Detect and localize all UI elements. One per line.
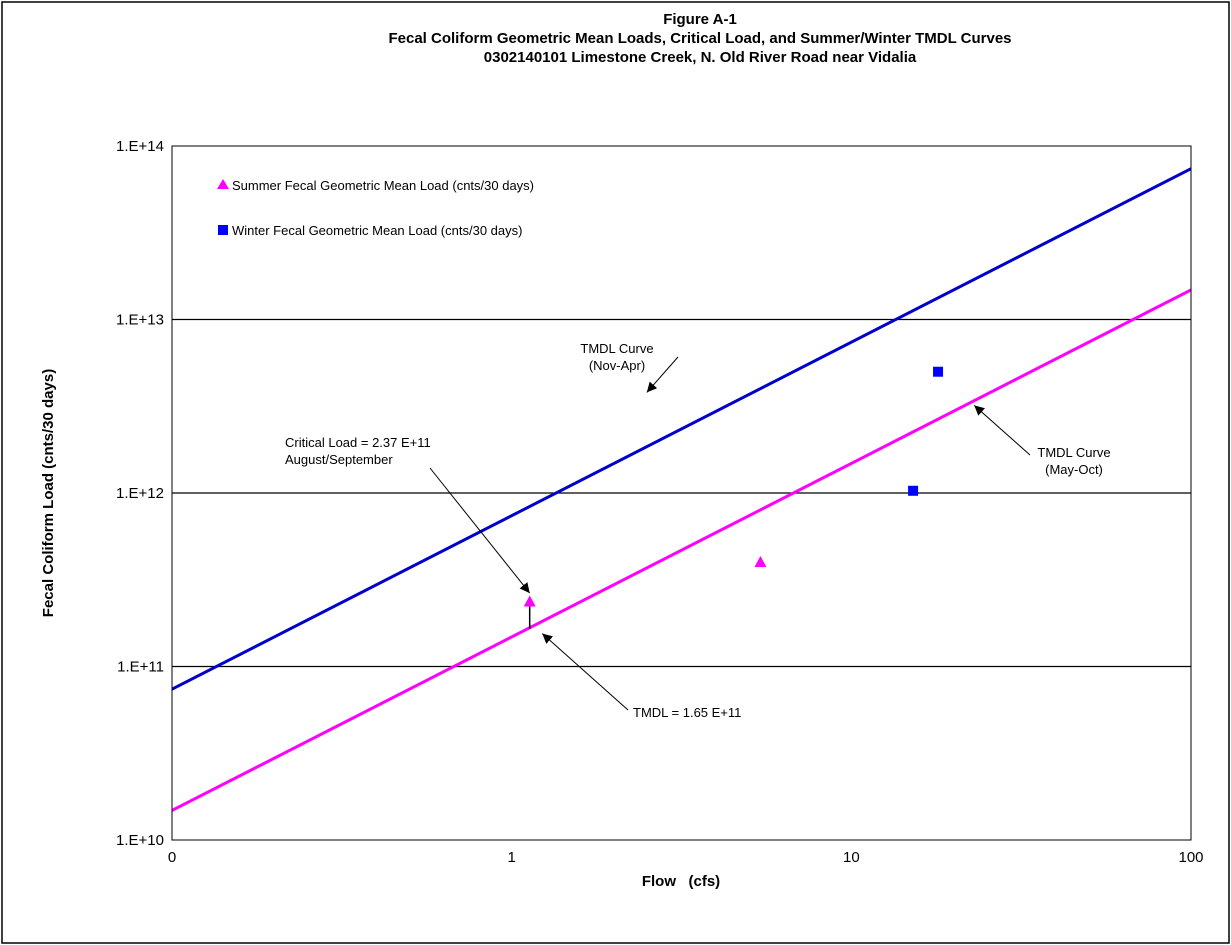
chart-title: Figure A-1 Fecal Coliform Geometric Mean… <box>388 11 1011 66</box>
legend-winter-label: Winter Fecal Geometric Mean Load (cnts/3… <box>232 223 522 238</box>
plot-area <box>172 167 1191 812</box>
y-tick-label: 1.E+13 <box>116 312 164 329</box>
tmdl-curve-may-oct <box>172 288 1191 812</box>
title-line-1: Figure A-1 <box>663 11 737 28</box>
summer-data-point <box>754 556 767 568</box>
annotation-critical-arrow <box>429 467 531 594</box>
x-tick-label: 0 <box>168 849 176 866</box>
annotation-may-oct-line-1: TMDL Curve <box>1037 445 1110 460</box>
x-tick-label: 100 <box>1178 849 1203 866</box>
y-tick-label: 1.E+10 <box>116 832 164 849</box>
legend-summer-label: Summer Fecal Geometric Mean Load (cnts/3… <box>232 178 534 193</box>
legend: Summer Fecal Geometric Mean Load (cnts/3… <box>217 178 534 238</box>
legend-winter-marker <box>218 225 228 235</box>
y-tick-label: 1.E+12 <box>116 485 164 502</box>
y-tick-label: 1.E+11 <box>117 659 164 676</box>
x-tick-label: 10 <box>843 849 860 866</box>
y-axis-title: Fecal Coliform Load (cnts/30 days) <box>40 369 57 617</box>
annotation-tmdl-arrow <box>541 633 629 711</box>
annotation-tmdl-label: TMDL = 1.65 E+11 <box>633 705 741 720</box>
plot-border <box>171 145 1192 841</box>
x-axis-title: Flow (cfs) <box>642 873 720 890</box>
gridlines <box>172 318 1191 668</box>
annotation-critical-line-2: August/September <box>285 452 393 467</box>
x-tick-label: 1 <box>507 849 515 866</box>
y-tick-label: 1.E+14 <box>116 138 164 155</box>
annotation-nov-apr-line-1: TMDL Curve <box>580 341 653 356</box>
annotation-nov-apr-arrow <box>646 356 679 393</box>
tick-labels: 1.E+10 1.E+11 1.E+12 1.E+13 1.E+14 0 1 10 100 <box>116 138 1203 866</box>
tmdl-curve-nov-apr <box>172 167 1191 691</box>
annotations: TMDL Curve (Nov-Apr) TMDL Curve (May-Oct… <box>285 341 1111 720</box>
title-line-2: Fecal Coliform Geometric Mean Loads, Cri… <box>388 30 1011 47</box>
annotation-nov-apr-line-2: (Nov-Apr) <box>589 358 645 373</box>
winter-data-point <box>908 485 919 496</box>
winter-data-point <box>933 366 944 377</box>
legend-summer-marker <box>217 179 229 189</box>
summer-data-point <box>523 595 536 607</box>
title-line-3: 0302140101 Limestone Creek, N. Old River… <box>484 49 917 66</box>
annotation-may-oct-arrow <box>973 404 1031 456</box>
annotation-may-oct-line-2: (May-Oct) <box>1045 462 1103 477</box>
annotation-critical-line-1: Critical Load = 2.37 E+11 <box>285 435 431 450</box>
tmdl-curves <box>172 167 1191 812</box>
data-points <box>523 366 944 607</box>
